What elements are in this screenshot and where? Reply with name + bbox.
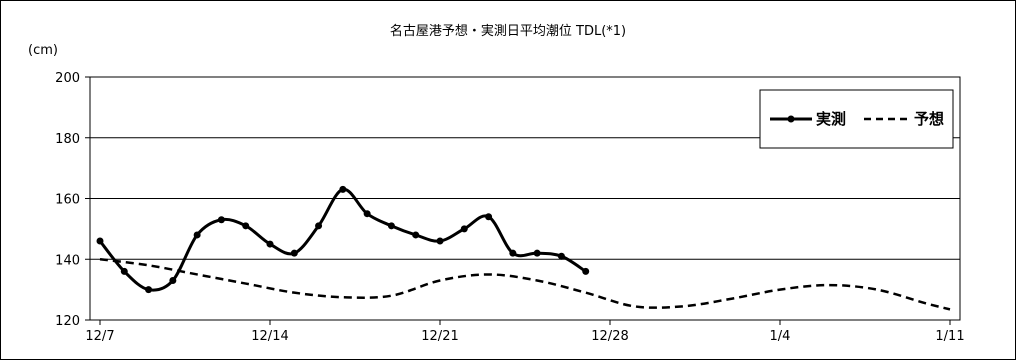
chart-title: 名古屋港予想・実測日平均潮位 TDL(*1) bbox=[390, 23, 626, 39]
x-tick-label: 12/28 bbox=[591, 329, 628, 344]
series-line-1 bbox=[99, 258, 951, 311]
data-point bbox=[509, 249, 517, 257]
data-point bbox=[96, 237, 104, 245]
legend-label-measured: 実測 bbox=[816, 110, 846, 128]
legend-label-forecast: 予想 bbox=[914, 110, 944, 128]
data-point bbox=[412, 231, 420, 239]
data-point bbox=[533, 249, 541, 257]
y-tick-label: 160 bbox=[55, 193, 80, 208]
x-tick-label: 12/7 bbox=[85, 329, 114, 344]
data-point bbox=[582, 267, 590, 275]
data-point bbox=[557, 252, 565, 260]
data-point bbox=[436, 237, 444, 245]
data-point bbox=[460, 225, 468, 233]
x-tick-label: 12/21 bbox=[421, 329, 458, 344]
series bbox=[96, 185, 951, 311]
data-point bbox=[266, 240, 274, 248]
data-point bbox=[387, 222, 395, 230]
data-point bbox=[339, 185, 347, 193]
data-point bbox=[145, 286, 153, 294]
data-point bbox=[242, 222, 250, 230]
y-tick-label: 120 bbox=[55, 314, 80, 329]
data-point bbox=[363, 210, 371, 218]
data-point bbox=[290, 249, 298, 257]
data-point bbox=[193, 231, 201, 239]
legend: 実測 予想 bbox=[759, 89, 954, 149]
x-tick-label: 12/14 bbox=[251, 329, 288, 344]
y-axis-ticks: 120 140 160 180 200 bbox=[55, 71, 90, 329]
y-axis-unit-label: (cm) bbox=[28, 43, 58, 58]
x-tick-label: 1/11 bbox=[935, 329, 964, 344]
x-axis-ticks: 12/7 12/14 12/21 12/28 1/4 1/11 bbox=[85, 320, 965, 344]
y-tick-label: 140 bbox=[55, 253, 80, 268]
legend-marker-measured bbox=[787, 115, 795, 123]
y-tick-label: 200 bbox=[55, 71, 80, 86]
y-tick-label: 180 bbox=[55, 132, 80, 147]
data-point bbox=[485, 213, 493, 221]
data-point bbox=[120, 267, 128, 275]
data-point bbox=[315, 222, 323, 230]
x-tick-label: 1/4 bbox=[770, 329, 791, 344]
data-point bbox=[217, 216, 225, 224]
data-point bbox=[169, 277, 177, 285]
